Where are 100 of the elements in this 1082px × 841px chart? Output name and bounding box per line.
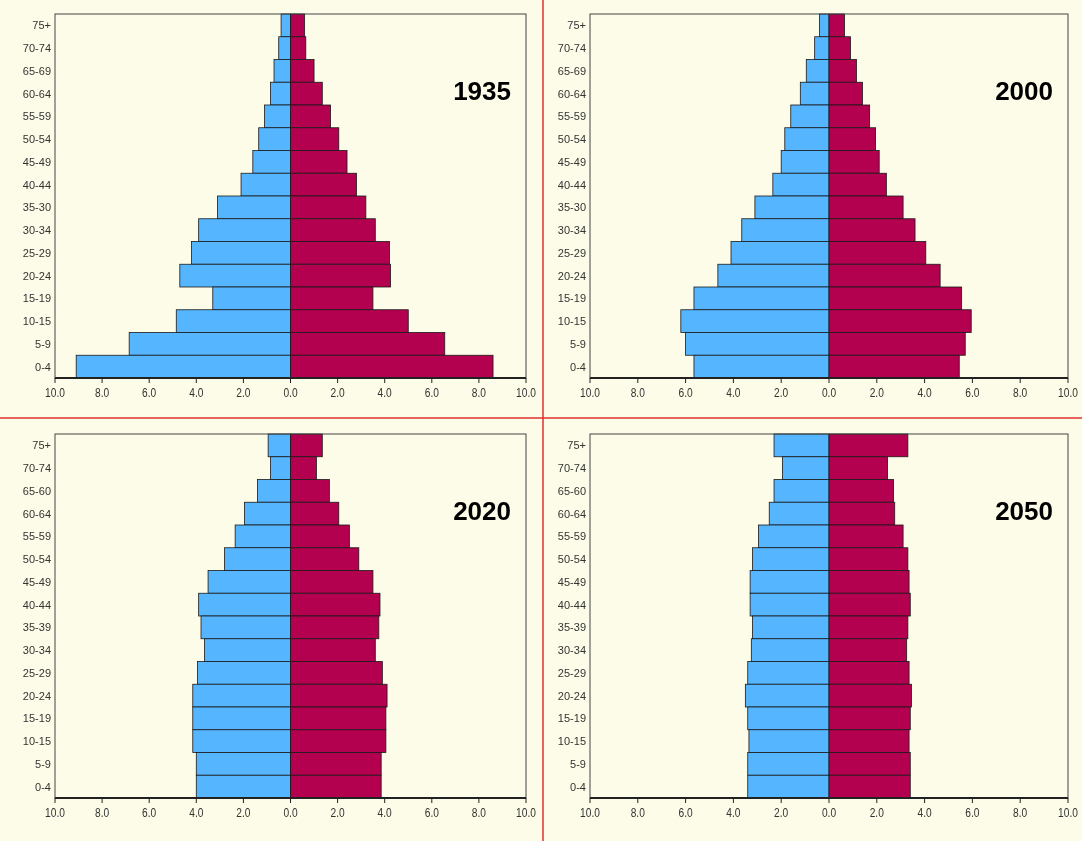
x-tick-label: 2.0 <box>869 806 884 820</box>
y-tick-label: 40-44 <box>22 178 51 191</box>
y-tick-label: 50-54 <box>557 553 586 566</box>
x-tick-label: 6.0 <box>965 386 980 400</box>
x-tick-label: 10.0 <box>516 806 536 820</box>
y-tick-label: 60-64 <box>22 87 51 100</box>
y-tick-label: 35-30 <box>22 201 51 214</box>
y-tick-label: 10-15 <box>22 735 51 748</box>
y-tick-label: 30-34 <box>557 644 586 657</box>
y-tick-label: 70-74 <box>22 42 51 55</box>
y-tick-label: 25-29 <box>557 666 586 679</box>
x-tick-label: 4.0 <box>189 806 204 820</box>
x-tick-label: 10.0 <box>1058 806 1078 820</box>
x-tick-label: 6.0 <box>424 386 439 400</box>
x-tick-label: 4.0 <box>917 806 932 820</box>
y-tick-label: 35-39 <box>22 621 51 634</box>
x-tick-label: 6.0 <box>678 806 693 820</box>
y-tick-label: 60-64 <box>557 507 586 520</box>
y-tick-label: 65-69 <box>22 64 51 77</box>
x-tick-label: 8.0 <box>95 386 110 400</box>
x-tick-label: 8.0 <box>1013 806 1028 820</box>
x-tick-label: 2.0 <box>869 386 884 400</box>
x-tick-label: 0.0 <box>821 806 837 820</box>
x-tick-label: 10.0 <box>45 806 65 820</box>
x-tick-label: 2.0 <box>236 806 251 820</box>
y-tick-label: 70-74 <box>557 462 586 475</box>
y-tick-label: 75+ <box>32 19 51 32</box>
x-tick-label: 2.0 <box>330 806 345 820</box>
x-tick-label: 6.0 <box>142 386 157 400</box>
x-tick-label: 6.0 <box>142 806 157 820</box>
y-tick-label: 5-9 <box>570 337 586 350</box>
y-tick-label: 40-44 <box>22 598 51 611</box>
y-tick-label: 15-19 <box>22 712 51 725</box>
x-tick-label: 0.0 <box>283 386 298 400</box>
y-tick-label: 30-34 <box>22 644 51 657</box>
y-tick-label: 0-4 <box>35 360 51 373</box>
y-tick-label: 45-49 <box>22 575 51 588</box>
y-tick-label: 75+ <box>567 19 586 32</box>
y-tick-label: 0-4 <box>35 780 51 793</box>
y-tick-label: 5-9 <box>570 757 586 770</box>
x-tick-label: 8.0 <box>471 806 486 820</box>
y-tick-label: 40-44 <box>557 178 586 191</box>
y-tick-label: 70-74 <box>22 462 51 475</box>
y-tick-label: 35-30 <box>557 201 586 214</box>
x-tick-label: 2.0 <box>236 386 251 400</box>
x-tick-label: 4.0 <box>377 806 392 820</box>
y-tick-label: 0-4 <box>570 360 586 373</box>
x-tick-label: 6.0 <box>678 386 693 400</box>
x-tick-label: 10.0 <box>580 386 600 400</box>
y-tick-label: 0-4 <box>570 780 586 793</box>
y-tick-label: 5-9 <box>35 337 51 350</box>
y-tick-label: 15-19 <box>22 292 51 305</box>
y-tick-label: 25-29 <box>557 246 586 259</box>
y-tick-label: 55-59 <box>22 530 51 543</box>
x-tick-label: 8.0 <box>95 806 110 820</box>
x-tick-label: 4.0 <box>726 386 741 400</box>
x-tick-label: 6.0 <box>965 806 980 820</box>
text: 2000 <box>995 76 1053 106</box>
x-tick-label: 0.0 <box>821 386 837 400</box>
y-tick-label: 45-49 <box>557 155 586 168</box>
y-tick-label: 65-60 <box>22 484 51 497</box>
y-tick-label: 50-54 <box>22 133 51 146</box>
y-tick-label: 30-34 <box>557 224 586 237</box>
y-tick-label: 45-49 <box>557 575 586 588</box>
y-tick-label: 5-9 <box>35 757 51 770</box>
x-tick-label: 10.0 <box>1058 386 1078 400</box>
y-tick-label: 75+ <box>567 439 586 452</box>
y-tick-label: 15-19 <box>557 292 586 305</box>
y-tick-label: 50-54 <box>557 133 586 146</box>
y-tick-label: 10-15 <box>557 735 586 748</box>
x-tick-label: 10.0 <box>516 386 536 400</box>
y-tick-label: 70-74 <box>557 42 586 55</box>
x-tick-label: 4.0 <box>377 386 392 400</box>
x-tick-label: 2.0 <box>330 386 345 400</box>
y-tick-label: 55-59 <box>22 110 51 123</box>
x-tick-label: 0.0 <box>283 806 298 820</box>
x-tick-label: 8.0 <box>1013 386 1028 400</box>
y-tick-label: 60-64 <box>22 507 51 520</box>
x-tick-label: 4.0 <box>189 386 204 400</box>
text: 1935 <box>453 76 511 106</box>
x-tick-label: 2.0 <box>774 386 789 400</box>
y-tick-label: 65-60 <box>557 484 586 497</box>
y-tick-label: 10-15 <box>22 315 51 328</box>
x-tick-label: 8.0 <box>630 386 645 400</box>
y-tick-label: 65-69 <box>557 64 586 77</box>
y-tick-label: 75+ <box>32 439 51 452</box>
y-tick-label: 20-24 <box>22 689 51 702</box>
y-tick-label: 20-24 <box>557 689 586 702</box>
x-tick-label: 10.0 <box>580 806 600 820</box>
x-tick-label: 8.0 <box>630 806 645 820</box>
text: 2020 <box>453 496 511 526</box>
y-tick-label: 35-39 <box>557 621 586 634</box>
y-tick-label: 10-15 <box>557 315 586 328</box>
x-tick-label: 6.0 <box>424 806 439 820</box>
x-tick-label: 8.0 <box>471 386 486 400</box>
x-tick-label: 10.0 <box>45 386 65 400</box>
x-tick-label: 4.0 <box>917 386 932 400</box>
y-tick-label: 30-34 <box>22 224 51 237</box>
y-tick-label: 55-59 <box>557 110 586 123</box>
y-tick-label: 20-24 <box>557 269 586 282</box>
